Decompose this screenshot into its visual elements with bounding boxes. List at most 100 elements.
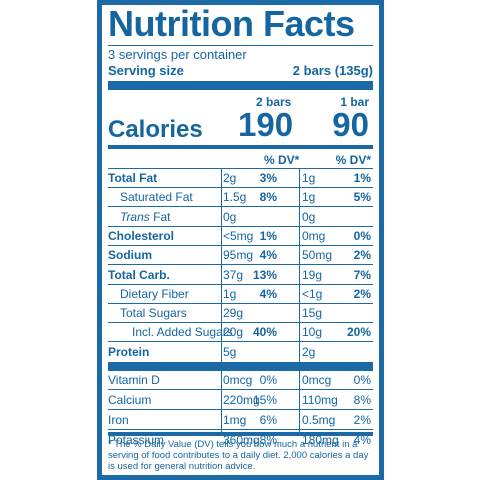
- amount-2-bars: 0g: [223, 209, 237, 224]
- nutrient-name: Total Fat: [108, 171, 158, 185]
- amount-1-bar: <1g: [302, 286, 323, 301]
- amount-1-bar: 0mg: [302, 228, 326, 243]
- row-divider: [108, 409, 373, 410]
- servings-per-container: 3 servings per container: [108, 47, 247, 62]
- nutrient-name: Cholesterol: [108, 228, 175, 243]
- row-divider: [108, 389, 373, 390]
- row-divider: [108, 206, 373, 208]
- dv-1-bar: 1%: [353, 171, 371, 185]
- amount-1-bar: 180mg: [302, 433, 339, 447]
- column-header-1-bar: 1 bar: [340, 95, 369, 109]
- nutrient-row: Trans Fat 0g 0g: [108, 208, 373, 227]
- row-divider: [108, 341, 373, 343]
- nutrient-row: Incl. Added Sugars 20g 40% 10g 20%: [108, 323, 373, 343]
- nutrient-name: Trans Fat: [120, 209, 171, 224]
- vitamin-name: Potassium: [108, 433, 165, 447]
- dv-1-bar: 7%: [353, 267, 371, 282]
- vitamin-row: Potassium 360mg 8% 180mg 4%: [108, 431, 373, 450]
- amount-2-bars: 1mg: [223, 413, 247, 427]
- dv-1-bar: 5%: [353, 190, 371, 205]
- amount-2-bars: 360mg: [223, 433, 260, 447]
- amount-2-bars: 5g: [223, 344, 237, 359]
- dv-2-bars: 0%: [259, 373, 277, 387]
- dv-1-bar: 0%: [353, 373, 371, 387]
- amount-2-bars: 0mcg: [223, 373, 253, 387]
- amount-1-bar: 1g: [302, 171, 316, 185]
- dv-1-bar: 2%: [353, 286, 371, 301]
- nutrient-row: Protein 5g 2g: [108, 343, 373, 362]
- column-header-2-bars: 2 bars: [256, 95, 292, 109]
- dv-2-bars: 6%: [259, 413, 277, 427]
- amount-1-bar: 50mg: [302, 248, 333, 263]
- amount-2-bars: 1g: [223, 286, 237, 301]
- nutrient-name: Dietary Fiber: [120, 286, 189, 301]
- column-separator-right: [299, 169, 300, 362]
- nutrient-row: Total Carb. 37g 13% 19g 7%: [108, 266, 373, 285]
- calories-divider: [108, 145, 373, 149]
- vitamin-name: Iron: [108, 413, 129, 427]
- amount-2-bars: 220mg: [223, 393, 260, 407]
- nutrient-row: Saturated Fat 1.5g 8% 1g 5%: [108, 188, 373, 208]
- nutrient-row: Sodium 95mg 4% 50mg 2%: [108, 246, 373, 266]
- amount-1-bar: 0mcg: [302, 373, 332, 387]
- amount-2-bars: 95mg: [223, 248, 254, 263]
- dv-1-bar: 8%: [353, 393, 371, 407]
- amount-1-bar: 19g: [302, 267, 323, 282]
- nutrition-label-body: Nutrition Facts 3 servings per container…: [102, 5, 379, 475]
- row-divider: [108, 264, 373, 266]
- amount-1-bar: 10g: [302, 325, 323, 340]
- row-divider: [108, 302, 373, 304]
- row-divider: [108, 283, 373, 285]
- nutrition-label: Nutrition Facts 3 servings per container…: [97, 0, 384, 480]
- vitamin-row: Iron 1mg 6% 0.5mg 2%: [108, 411, 373, 430]
- nutrient-row: Total Sugars 29g 15g: [108, 304, 373, 324]
- amount-1-bar: 0g: [302, 209, 316, 224]
- dv-2-bars: 4%: [259, 286, 277, 301]
- vitamin-separator-left: [221, 371, 222, 432]
- dv-2-bars: 8%: [259, 190, 277, 205]
- nutrient-name: Sodium: [108, 248, 152, 263]
- amount-2-bars: 37g: [223, 267, 244, 282]
- amount-2-bars: 2g: [223, 171, 237, 185]
- dv-2-bars: 40%: [252, 325, 277, 340]
- dv-2-bars: 13%: [252, 267, 277, 282]
- amount-2-bars: <5mg: [223, 228, 254, 243]
- dv-header-1-bar: % DV*: [335, 153, 371, 167]
- dv-1-bar: 4%: [353, 433, 371, 447]
- amount-2-bars: 20g: [223, 325, 244, 340]
- dv-2-bars: 3%: [259, 171, 277, 185]
- dv-2-bars: 8%: [259, 433, 277, 447]
- amount-1-bar: 0.5mg: [302, 413, 336, 427]
- dv-divider: [108, 168, 373, 169]
- vitamin-separator-right: [299, 371, 300, 432]
- vitamins-divider: [108, 362, 373, 371]
- calories-label: Calories: [108, 116, 203, 143]
- footnote: * The % Daily Value (DV) tells you how m…: [108, 439, 369, 472]
- row-divider: [108, 225, 373, 227]
- dv-2-bars: 15%: [252, 393, 277, 407]
- amount-1-bar: 2g: [302, 344, 316, 359]
- footnote-divider: [108, 432, 373, 436]
- nutrient-row: Total Fat 2g 3% 1g 1%: [108, 169, 373, 188]
- calories-2-bars: 190: [238, 106, 294, 143]
- nutrient-name: Protein: [108, 344, 150, 359]
- dv-2-bars: 4%: [259, 248, 277, 263]
- vitamin-name: Vitamin D: [108, 373, 160, 387]
- title-divider: [108, 45, 373, 46]
- amount-1-bar: 15g: [302, 306, 323, 321]
- nutrient-name: Saturated Fat: [120, 190, 193, 205]
- nutrient-row: Cholesterol <5mg 1% 0mg 0%: [108, 227, 373, 246]
- column-separator-left: [221, 169, 222, 362]
- row-divider: [108, 322, 373, 324]
- amount-1-bar: 110mg: [302, 393, 338, 407]
- dv-1-bar: 20%: [346, 325, 371, 340]
- amount-2-bars: 1.5g: [223, 190, 247, 205]
- row-divider: [108, 187, 373, 188]
- serving-size-label: Serving size: [108, 63, 184, 78]
- dv-header-2-bars: % DV*: [264, 153, 300, 167]
- vitamin-row: Calcium 220mg 15% 110mg 8%: [108, 391, 373, 410]
- nutrient-name: Total Sugars: [120, 306, 187, 321]
- dv-2-bars: 1%: [259, 228, 277, 243]
- nutrient-name: Incl. Added Sugars: [132, 325, 233, 340]
- dv-1-bar: 0%: [353, 228, 371, 243]
